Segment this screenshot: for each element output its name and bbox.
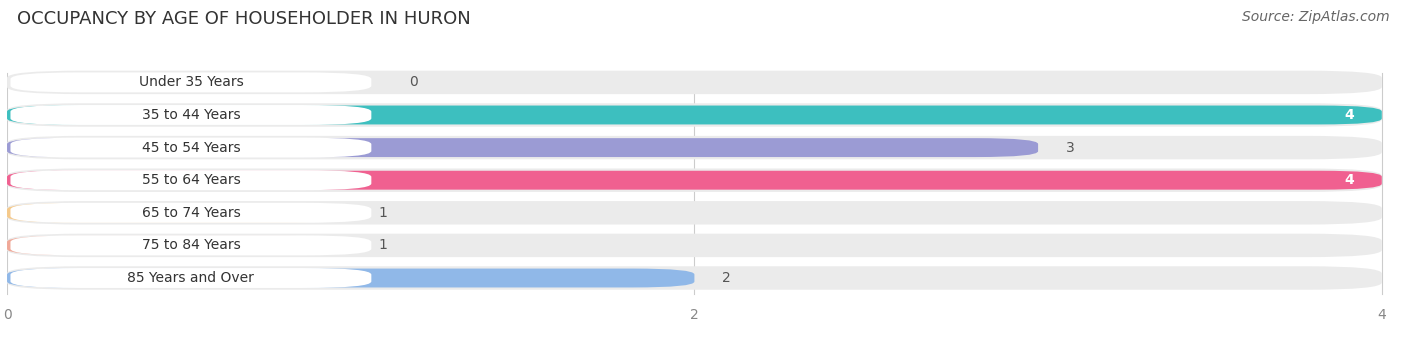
Text: 4: 4 (1344, 108, 1354, 122)
FancyBboxPatch shape (10, 105, 371, 125)
FancyBboxPatch shape (10, 203, 371, 223)
Text: 85 Years and Over: 85 Years and Over (128, 271, 254, 285)
FancyBboxPatch shape (10, 170, 371, 190)
FancyBboxPatch shape (10, 235, 371, 255)
FancyBboxPatch shape (7, 266, 1382, 290)
FancyBboxPatch shape (7, 136, 1382, 159)
FancyBboxPatch shape (10, 268, 371, 288)
FancyBboxPatch shape (7, 103, 1382, 127)
Text: 0: 0 (409, 75, 418, 89)
Text: 4: 4 (1344, 173, 1354, 187)
FancyBboxPatch shape (7, 269, 695, 287)
Text: Under 35 Years: Under 35 Years (139, 75, 243, 89)
FancyBboxPatch shape (10, 72, 371, 92)
Text: 3: 3 (1066, 141, 1074, 155)
Text: 2: 2 (721, 271, 731, 285)
Text: 75 to 84 Years: 75 to 84 Years (142, 238, 240, 252)
Text: 1: 1 (378, 206, 387, 220)
FancyBboxPatch shape (7, 203, 350, 222)
Text: 1: 1 (378, 238, 387, 252)
Text: 65 to 74 Years: 65 to 74 Years (142, 206, 240, 220)
FancyBboxPatch shape (7, 171, 1382, 190)
Text: 45 to 54 Years: 45 to 54 Years (142, 141, 240, 155)
FancyBboxPatch shape (10, 138, 371, 157)
FancyBboxPatch shape (7, 201, 1382, 224)
FancyBboxPatch shape (7, 71, 1382, 94)
FancyBboxPatch shape (7, 234, 1382, 257)
Text: 35 to 44 Years: 35 to 44 Years (142, 108, 240, 122)
Text: OCCUPANCY BY AGE OF HOUSEHOLDER IN HURON: OCCUPANCY BY AGE OF HOUSEHOLDER IN HURON (17, 10, 471, 28)
FancyBboxPatch shape (7, 138, 1038, 157)
FancyBboxPatch shape (7, 168, 1382, 192)
FancyBboxPatch shape (7, 105, 1382, 124)
Text: Source: ZipAtlas.com: Source: ZipAtlas.com (1241, 10, 1389, 24)
FancyBboxPatch shape (7, 236, 350, 255)
Text: 55 to 64 Years: 55 to 64 Years (142, 173, 240, 187)
